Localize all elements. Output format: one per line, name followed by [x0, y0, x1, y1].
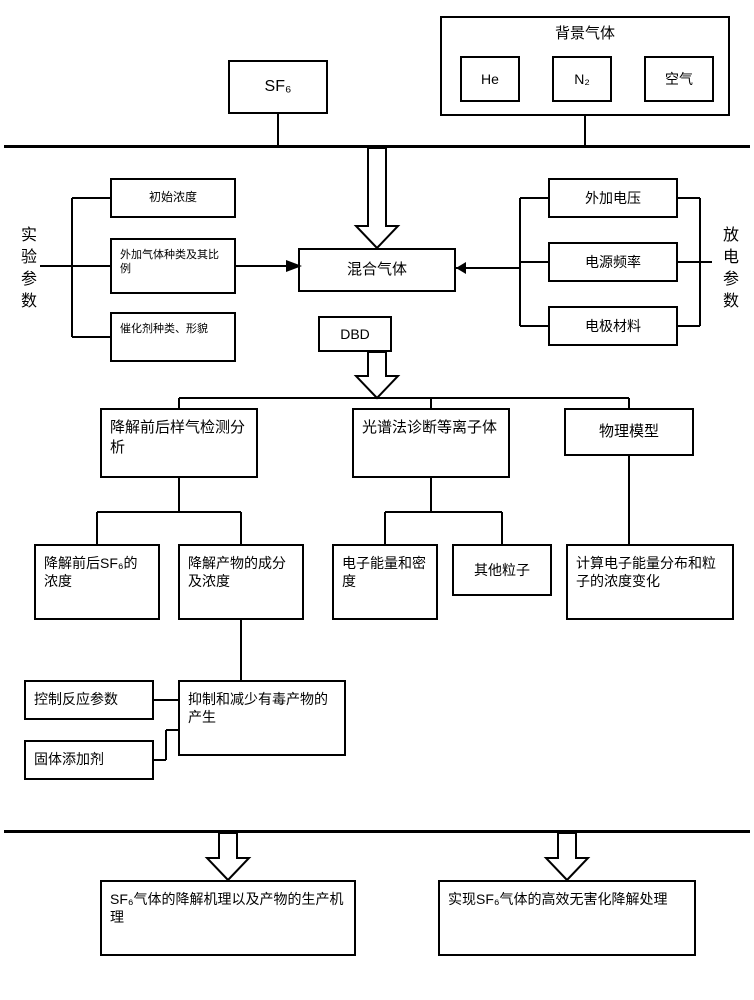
e-energy: 电子能量和密度	[332, 544, 438, 620]
bg-gas-title: 背景气体	[440, 22, 730, 43]
hline-2	[4, 830, 750, 833]
mix-box: 混合气体	[298, 248, 456, 292]
bottom-mech: SF₆气体的降解机理以及产物的生产机理	[100, 880, 356, 956]
other-particles: 其他粒子	[452, 544, 552, 596]
disc-electrode: 电极材料	[548, 306, 678, 346]
exp-catalyst: 催化剂种类、形貌	[110, 312, 236, 362]
dbd-box: DBD	[318, 316, 392, 352]
bg-air: 空气	[644, 56, 714, 102]
head-model: 物理模型	[564, 408, 694, 456]
head-analysis: 降解前后样气检测分析	[100, 408, 258, 478]
connectors	[0, 0, 754, 1000]
solid-additive: 固体添加剂	[24, 740, 154, 780]
reduce-toxic: 抑制和减少有毒产物的产生	[178, 680, 346, 756]
left-label: 实验参数	[12, 185, 40, 355]
sf6-box: SF₆	[228, 60, 328, 114]
product-comp: 降解产物的成分及浓度	[178, 544, 304, 620]
hline-1	[4, 145, 750, 148]
ctrl-params: 控制反应参数	[24, 680, 154, 720]
bg-he: He	[460, 56, 520, 102]
exp-gas-ratio: 外加气体种类及其比例	[110, 238, 236, 294]
disc-voltage: 外加电压	[548, 178, 678, 218]
right-label: 放电参数	[714, 185, 742, 355]
disc-freq: 电源频率	[548, 242, 678, 282]
sf6-conc: 降解前后SF₆的浓度	[34, 544, 160, 620]
calc-dist: 计算电子能量分布和粒子的浓度变化	[566, 544, 734, 620]
exp-initial-conc: 初始浓度	[110, 178, 236, 218]
head-spectrum: 光谱法诊断等离子体	[352, 408, 510, 478]
bottom-harmless: 实现SF₆气体的高效无害化降解处理	[438, 880, 696, 956]
bg-n2: N₂	[552, 56, 612, 102]
